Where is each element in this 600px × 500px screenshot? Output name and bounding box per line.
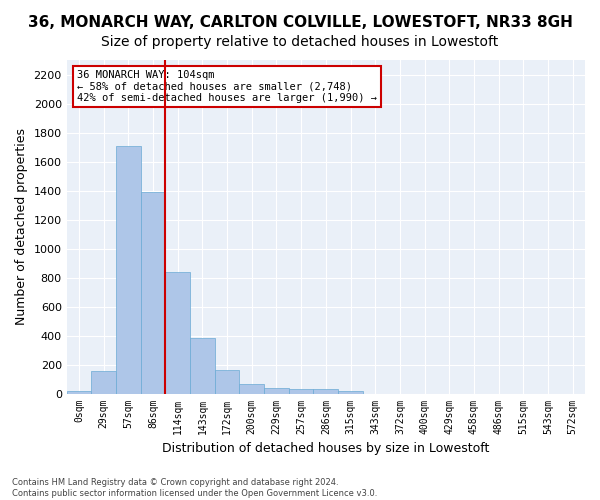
Bar [141,192,166,394]
Bar [166,272,190,394]
X-axis label: Distribution of detached houses by size in Lowestoft: Distribution of detached houses by size … [162,442,490,455]
Bar [338,391,363,394]
Bar [289,390,313,394]
Text: 36, MONARCH WAY, CARLTON COLVILLE, LOWESTOFT, NR33 8GH: 36, MONARCH WAY, CARLTON COLVILLE, LOWES… [28,15,572,30]
Text: Contains HM Land Registry data © Crown copyright and database right 2024.
Contai: Contains HM Land Registry data © Crown c… [12,478,377,498]
Bar [239,384,264,394]
Bar [91,371,116,394]
Bar [264,388,289,394]
Text: 36 MONARCH WAY: 104sqm
← 58% of detached houses are smaller (2,748)
42% of semi-: 36 MONARCH WAY: 104sqm ← 58% of detached… [77,70,377,103]
Text: Size of property relative to detached houses in Lowestoft: Size of property relative to detached ho… [101,35,499,49]
Bar [313,390,338,394]
Bar [116,146,141,394]
Bar [190,338,215,394]
Bar [215,370,239,394]
Y-axis label: Number of detached properties: Number of detached properties [15,128,28,326]
Bar [67,390,91,394]
